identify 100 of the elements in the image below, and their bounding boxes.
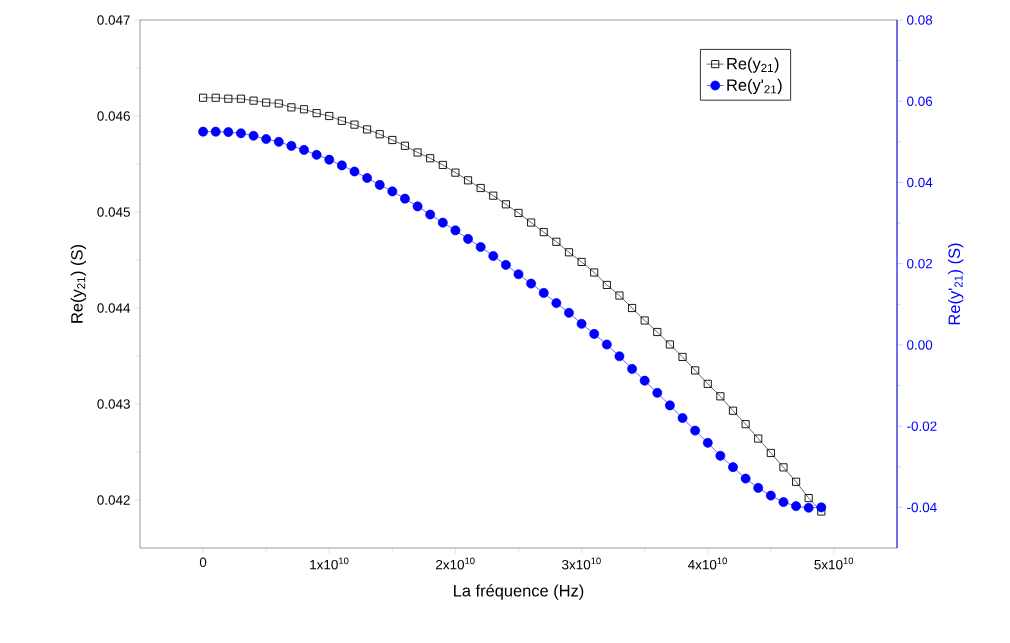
point [778,497,789,507]
point [299,105,309,114]
legend-label: Re(y$_{21}$) [727,57,779,73]
y2-tick-label: 0.00 [907,340,933,350]
y2-axis-title: Re(y'$_{21}$) (S) [948,243,964,325]
point [640,316,649,325]
y-tick-label: 0.043 [97,399,130,409]
point [765,490,776,501]
point [211,93,220,102]
point [753,483,764,493]
point [803,502,814,513]
point [451,168,460,177]
y-tick-label: 0.042 [97,495,130,505]
point [741,420,750,429]
point [349,166,360,177]
point [375,130,384,139]
point [249,96,258,105]
x-tick-label: 0 [199,557,207,568]
point [475,242,486,252]
point [677,413,688,423]
point [363,125,372,134]
point [248,130,259,141]
x-tick-label: 5x10$^{10}$ [814,557,854,570]
point [463,234,473,244]
point [362,173,372,183]
point [564,248,573,257]
point [400,193,410,204]
point [614,351,625,362]
point [653,327,662,337]
point [236,94,245,103]
point [665,340,674,349]
point [639,375,650,386]
point [728,406,738,415]
point [438,160,447,169]
y-tick-label: 0.045 [97,207,130,217]
y2-tick-label: 0.06 [907,96,933,106]
point [261,134,272,144]
point [273,136,284,147]
point [388,135,397,145]
x-tick-label: 1x10$^{10}$ [310,557,349,570]
point [804,494,813,503]
point [450,225,461,236]
point [224,94,233,103]
point [816,502,827,513]
point [602,280,611,289]
point [576,318,587,329]
point [766,448,775,457]
point [678,352,687,361]
point [665,400,675,411]
y2-tick-label: -0.04 [907,502,937,513]
point [577,257,586,266]
point [601,339,612,350]
point [299,145,309,155]
y-tick-label: 0.046 [97,111,130,121]
legend-label: Re(y'$_{21}$) [727,78,782,95]
y2-tick-label: -0.02 [907,421,937,431]
point [526,278,536,289]
point [627,364,637,374]
point [426,154,435,163]
point [715,450,726,461]
point [337,116,346,125]
point [690,425,701,436]
point [464,176,473,185]
point [437,217,448,228]
point [564,307,574,318]
y-axis-title: Re(y$_{21}$) (S) [70,245,86,323]
x-tick-label: 4x10$^{10}$ [688,557,727,570]
point [691,366,700,375]
point [552,237,561,246]
point [590,268,599,277]
point [779,463,788,472]
point [476,183,485,193]
point [374,180,385,190]
point [527,218,536,227]
point [400,141,409,150]
point [312,109,321,118]
point [236,128,246,139]
point [551,298,562,308]
point [387,186,398,197]
y2-tick-label: 0.02 [907,258,933,269]
y-tick-label: 0.047 [97,15,130,25]
point [791,501,801,512]
point [589,329,600,339]
point [336,160,347,171]
point [325,111,334,121]
point [539,228,548,237]
point [489,191,498,200]
point [703,379,712,388]
point [716,392,725,401]
x-axis-title: La fréquence (Hz) [454,584,584,600]
point [199,93,208,102]
point [513,269,524,280]
point [223,127,234,137]
point [501,200,510,209]
point [728,462,738,473]
x-tick-label: 3x10$^{10}$ [562,557,601,570]
point [425,209,436,220]
point [274,99,283,108]
point [652,387,663,398]
point [210,126,221,137]
